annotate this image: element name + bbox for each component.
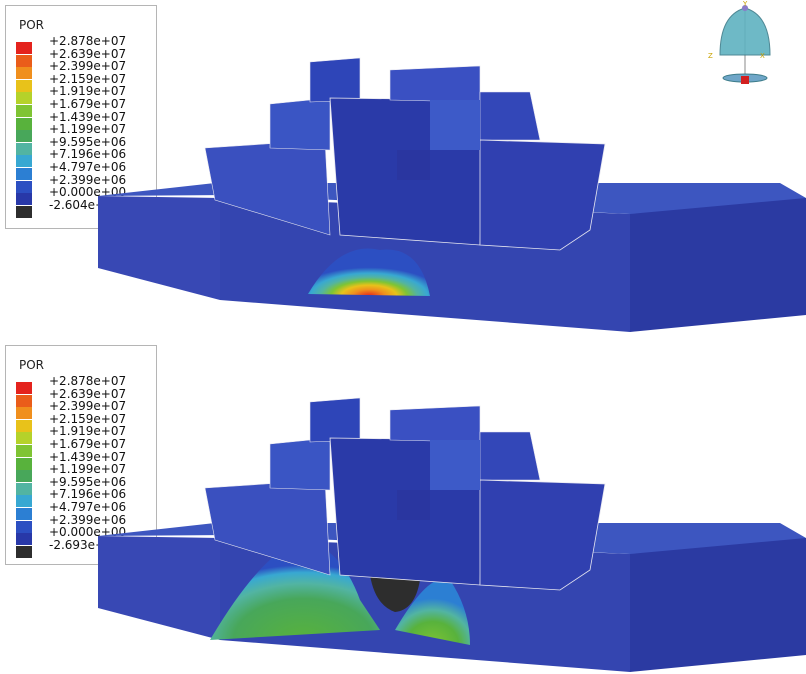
- model-render-bottom: [98, 397, 806, 672]
- legend-color-swatch: [16, 155, 32, 168]
- legend-color-swatch: [16, 382, 32, 394]
- soil-front-face: [98, 196, 220, 300]
- soil-front-face: [98, 536, 220, 640]
- triad-z-label: Z: [708, 52, 713, 60]
- legend-color-swatch: [16, 79, 32, 92]
- legend-color-swatch: [16, 205, 32, 218]
- legend-color-swatch: [16, 142, 32, 155]
- model-render-top: [98, 57, 806, 332]
- legend-color-swatch: [16, 67, 32, 80]
- legend-title: POR: [19, 18, 45, 32]
- soil-right-face: [630, 198, 806, 332]
- legend-color-swatch: [16, 520, 32, 533]
- legend-top: POR +2.878e+07 +2.639e+07 +2.399e+07 +2.159…: [5, 5, 157, 229]
- legend-color-swatch: [16, 470, 32, 483]
- legend-color-swatch: [16, 117, 32, 130]
- legend-color-swatch: [16, 419, 32, 432]
- triad-x-label: X: [760, 52, 765, 60]
- legend-color-swatch: [16, 92, 32, 105]
- legend-color-swatch: [16, 394, 32, 407]
- legend-color-swatch: [16, 508, 32, 520]
- legend-color-swatch: [16, 168, 32, 180]
- ship-model: [204, 57, 606, 251]
- legend-color-swatch: [16, 495, 32, 508]
- pressure-bulb: [308, 248, 430, 296]
- legend-color-swatch: [16, 42, 32, 54]
- soil-right-face: [630, 538, 806, 672]
- legend-color-swatch: [16, 54, 32, 67]
- legend-title: POR: [19, 358, 45, 372]
- legend-color-swatch: [16, 180, 32, 193]
- legend-color-swatch: [16, 130, 32, 143]
- pressure-bulb-right: [395, 578, 470, 645]
- legend-color-swatch: [16, 407, 32, 420]
- legend-color-swatch: [16, 545, 32, 558]
- legend-bottom: POR +2.878e+07 +2.639e+07 +2.399e+07 +2.159…: [5, 345, 157, 565]
- legend-color-swatch: [16, 457, 32, 470]
- legend-color-swatch: [16, 482, 32, 495]
- legend-color-swatch: [16, 105, 32, 117]
- legend-color-swatch: [16, 193, 32, 206]
- ship-model: [204, 397, 606, 591]
- triad-y-label: Y: [742, 0, 748, 8]
- negative-pore-zone: [370, 571, 420, 612]
- view-triad: Y Z X: [708, 0, 771, 84]
- legend-color-swatch: [16, 445, 32, 457]
- pressure-bulb-left: [210, 540, 380, 640]
- legend-color-swatch: [16, 432, 32, 445]
- legend-color-swatch: [16, 533, 32, 546]
- triad-axes: [719, 5, 771, 84]
